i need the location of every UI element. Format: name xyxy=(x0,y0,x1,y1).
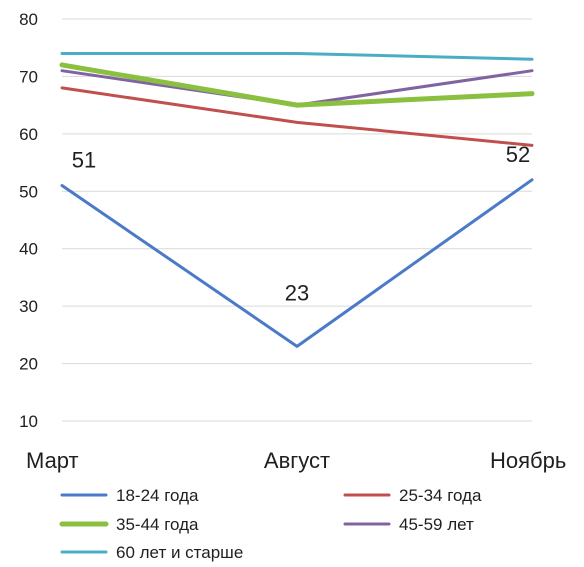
y-tick-label: 20 xyxy=(19,355,38,374)
series-lines xyxy=(59,51,535,348)
series-line-2 xyxy=(59,62,535,108)
series-line-1 xyxy=(60,86,534,147)
legend: 18-24 года 25-34 года 35-44 года 45-59 лет 6… xyxy=(59,486,482,562)
y-tick-label: 80 xyxy=(19,10,38,29)
axes: 10 20 30 40 50 60 70 80 Март Август Ноябрь xyxy=(19,10,566,473)
y-tick-label: 30 xyxy=(19,297,38,316)
data-label: 51 xyxy=(72,148,96,173)
x-tick-label: Август xyxy=(264,448,330,473)
data-labels: 51 23 52 xyxy=(72,142,530,306)
x-tick-label: Март xyxy=(26,448,79,473)
legend-label: 60 лет и старше xyxy=(116,543,243,562)
legend-label: 18-24 года xyxy=(116,486,199,505)
y-tick-label: 50 xyxy=(19,182,38,201)
y-tick-label: 40 xyxy=(19,240,38,259)
y-tick-label: 70 xyxy=(19,67,38,86)
y-tick-label: 60 xyxy=(19,125,38,144)
legend-label: 35-44 года xyxy=(116,515,199,534)
data-label: 23 xyxy=(285,280,309,305)
data-label: 52 xyxy=(506,142,530,167)
series-line-0 xyxy=(60,178,534,348)
legend-label: 45-59 лет xyxy=(399,515,474,534)
y-tick-label: 10 xyxy=(19,412,38,431)
series-line-4 xyxy=(60,51,534,61)
legend-label: 25-34 года xyxy=(399,486,482,505)
x-tick-label: Ноябрь xyxy=(490,448,566,473)
